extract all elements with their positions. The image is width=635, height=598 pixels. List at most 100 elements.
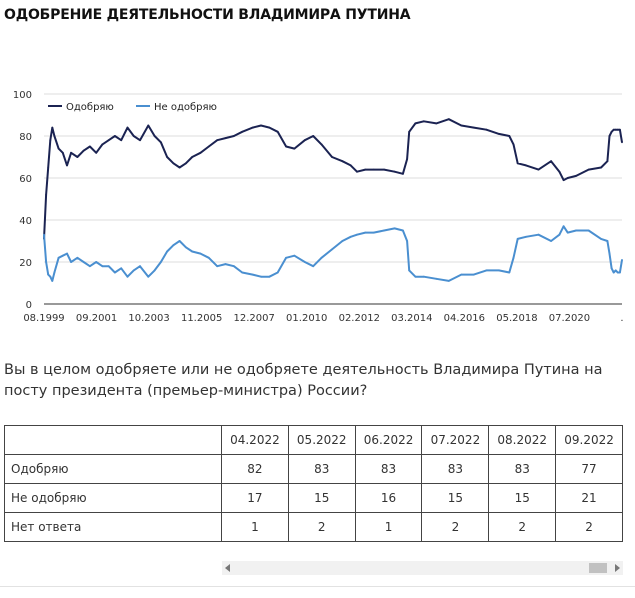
data-point (587, 229, 590, 232)
data-point (251, 126, 254, 129)
scrollbar-thumb[interactable] (589, 563, 607, 573)
table-header-cell: 09.2022 (555, 425, 623, 455)
data-point (498, 133, 500, 135)
data-point (224, 263, 227, 265)
table-row: Нет ответа 1 2 1 2 2 2 (4, 512, 623, 542)
table-header-cell: 06.2022 (354, 425, 423, 455)
table-cell: 2 (488, 512, 557, 542)
data-point (516, 238, 519, 240)
data-point (216, 265, 219, 268)
data-point (260, 275, 262, 278)
data-point (120, 267, 123, 270)
scroll-left-arrow-icon[interactable] (225, 564, 230, 572)
data-point (621, 259, 623, 261)
data-point (460, 273, 463, 276)
data-point (608, 135, 611, 137)
table-row: Не одобряю 17 15 16 15 15 21 (4, 483, 623, 513)
data-point (66, 252, 68, 255)
data-point (139, 265, 141, 268)
data-point (616, 128, 619, 131)
y-tick-label: 60 (19, 174, 32, 185)
data-point (139, 139, 141, 142)
data-point (251, 273, 254, 276)
data-point (132, 269, 135, 272)
data-point (172, 244, 175, 247)
data-point (447, 118, 450, 121)
data-point (89, 265, 91, 268)
data-point (178, 240, 181, 242)
data-point (107, 265, 110, 268)
table-cell: 77 (555, 454, 623, 484)
data-point (276, 271, 279, 274)
data-point (356, 170, 358, 173)
data-point (525, 164, 527, 167)
table-header-cell: 07.2022 (421, 425, 490, 455)
data-point (562, 225, 565, 228)
data-point (393, 170, 396, 173)
data-point (70, 151, 72, 154)
data-point (45, 193, 47, 196)
data-point (331, 248, 333, 251)
data-point (600, 166, 602, 169)
data-point (619, 128, 621, 131)
data-point (61, 151, 64, 154)
data-point (558, 170, 561, 173)
data-point (364, 168, 367, 171)
table-cell: 21 (555, 483, 623, 513)
data-point (606, 160, 609, 163)
table-cell: 83 (488, 454, 557, 484)
table-cell: 15 (287, 483, 356, 513)
data-point (303, 139, 306, 142)
results-table: 04.2022 05.2022 06.2022 07.2022 08.2022 … (4, 425, 623, 542)
data-point (402, 172, 404, 175)
data-point (101, 143, 104, 146)
table-header-cell: 08.2022 (488, 425, 557, 455)
divider (0, 586, 635, 587)
data-point (612, 128, 615, 131)
data-point (331, 156, 333, 158)
data-point (422, 120, 425, 123)
data-point (364, 231, 367, 234)
data-point (606, 240, 609, 242)
data-point (512, 143, 515, 146)
scroll-right-arrow-icon[interactable] (615, 564, 620, 572)
data-point (525, 235, 527, 238)
data-point (185, 162, 187, 165)
data-point (460, 124, 463, 127)
data-point (550, 160, 552, 163)
data-point (422, 275, 425, 278)
data-point (47, 273, 50, 276)
row-label: Нет ответа (4, 512, 222, 542)
row-label: Не одобряю (4, 483, 222, 513)
data-point (160, 261, 162, 263)
data-point (120, 139, 123, 142)
data-point (566, 177, 569, 179)
data-point (293, 254, 296, 257)
y-tick-label: 20 (19, 258, 32, 269)
data-point (153, 269, 156, 272)
x-tick-label: 11.2005 (181, 313, 222, 324)
data-point (472, 126, 475, 129)
data-point (57, 256, 60, 259)
table-header-cell: 05.2022 (287, 425, 356, 455)
data-point (233, 135, 235, 137)
table-cell: 16 (354, 483, 423, 513)
data-point (49, 275, 52, 278)
data-point (537, 168, 540, 171)
x-tick-label: . (620, 313, 623, 324)
data-point (45, 261, 47, 263)
data-point (616, 271, 619, 274)
data-point (70, 261, 72, 263)
legend-label: Не одобряю (154, 102, 217, 113)
data-point (575, 229, 577, 232)
data-point (612, 271, 615, 274)
data-point (76, 256, 79, 259)
legend-label: Одобряю (66, 102, 114, 113)
horizontal-scrollbar[interactable] (222, 561, 623, 575)
y-tick-label: 0 (26, 300, 32, 311)
series-line-approve (43, 118, 623, 239)
data-point (53, 135, 56, 137)
data-point (51, 126, 54, 129)
table-cell: 17 (221, 483, 289, 513)
data-point (372, 231, 375, 234)
